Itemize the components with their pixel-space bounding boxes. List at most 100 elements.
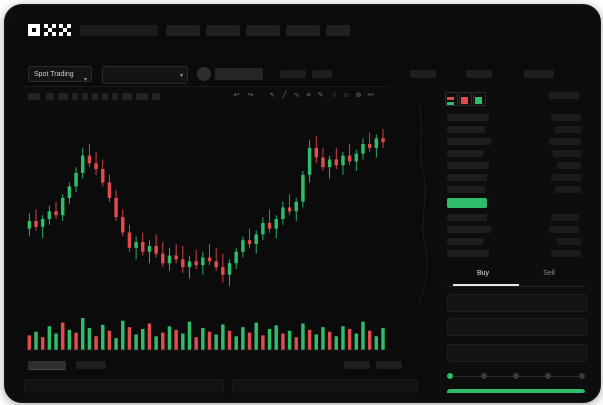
tab-active-underline [453,284,519,286]
candlestick-chart-svg [27,128,385,287]
shapes-icon[interactable]: ○ [332,92,337,99]
magnet-icon[interactable]: ⚯ [367,92,374,99]
orderbook-bids-icon[interactable] [473,92,486,106]
pair-name-label [215,68,263,80]
tab-sell[interactable]: Sell [543,270,555,277]
volume-chart-svg [24,318,391,351]
interval-4h[interactable] [92,93,98,100]
slider-dot-0[interactable] [447,373,453,379]
chart-toolbar: ↩ ↪ ↖ ╱ ∿ ≡ ✎ ○ ☺ ⊕ ⚯ [24,86,391,106]
stat-last-price [280,70,306,78]
slider-dot-50[interactable] [513,373,519,379]
nav-buy-crypto[interactable] [166,25,200,36]
panel-open-orders[interactable] [24,379,224,393]
orderbook-both-glyph [447,97,454,105]
orderbook-bid-amount [549,226,579,233]
orderbook-bids-glyph [475,97,482,104]
slider-dot-25[interactable] [481,373,487,379]
interval-more[interactable] [122,93,132,100]
buy-sell-tabs: Buy Sell [447,268,585,287]
price-field[interactable] [447,294,587,312]
orderbook-ask-price[interactable] [447,186,485,193]
buy-submit-button[interactable] [447,389,585,393]
interval-5m[interactable] [58,93,68,100]
chart-bottom-tabbar [24,358,402,374]
device-screen: Spot Trading ▾ ▾ [14,14,591,393]
okx-logo[interactable] [28,23,72,37]
tab-buy[interactable]: Buy [476,270,490,277]
trading-mode-selector[interactable]: Spot Trading ▾ [28,66,92,83]
tablet-device-frame: Spot Trading ▾ ▾ [4,4,601,403]
undo-icon[interactable]: ↩ [233,92,240,99]
interval-1w[interactable] [112,93,118,100]
orderbook-bid-amount [551,250,581,257]
stat-24h-low [466,70,492,78]
orderbook-ask-price[interactable] [447,114,489,121]
orderbook-ask-amount [555,126,581,133]
wave-icon[interactable]: ∿ [293,92,300,99]
coin-avatar-icon [197,67,211,81]
slider-dot-75[interactable] [545,373,551,379]
interval-1h[interactable] [82,93,88,100]
total-field[interactable] [447,344,587,362]
nav-trade[interactable] [246,25,280,36]
nav-search[interactable] [80,25,158,36]
orderbook-trade-panel: Buy Sell [439,86,591,393]
orderbook-ask-amount [555,186,581,193]
stat-24h-high [410,70,436,78]
stat-24h-change [312,70,332,78]
okx-logo-icon [28,24,71,36]
tab-info[interactable] [344,361,370,369]
orderbook-asks-icon[interactable] [459,92,472,106]
orderbook-both-icon[interactable] [445,92,458,106]
nav-derivatives[interactable] [286,25,320,36]
orderbook-ask-amount [557,162,581,169]
brush-icon[interactable]: ✎ [317,92,324,99]
orderbook-bid-price[interactable] [447,226,491,233]
emoji-icon[interactable]: ☺ [342,92,351,99]
chevron-down-icon: ▾ [83,77,87,83]
tab-fullscreen[interactable] [376,361,402,369]
orderbook-ask-price[interactable] [447,138,491,145]
orderbook-bid-price[interactable] [447,238,483,245]
orderbook-header [549,92,579,99]
orderbook-asks-glyph [461,97,468,104]
pair-toolbar: Spot Trading ▾ ▾ [14,48,591,84]
orderbook-ask-amount [551,114,581,121]
fib-icon[interactable]: ≡ [306,92,311,99]
slider-dot-100[interactable] [579,373,585,379]
orderbook-bid-amount [551,214,579,221]
interval-1d[interactable] [102,93,108,100]
cursor-icon[interactable]: ↖ [269,92,276,99]
compare-button[interactable] [152,93,160,100]
top-navigation-bar [14,14,591,46]
interval-time[interactable] [28,93,40,100]
trading-mode-label: Spot Trading [34,71,74,78]
nav-more[interactable] [326,25,350,36]
interval-15m[interactable] [72,93,78,100]
orderbook-ask-price[interactable] [447,174,487,181]
measure-icon[interactable]: ⊕ [355,92,362,99]
orderbook-ask-price[interactable] [447,150,483,157]
orderbook-ask-price[interactable] [447,126,485,133]
indicator-button[interactable] [136,93,148,100]
tab-chart[interactable] [28,361,66,370]
tab-depth[interactable] [76,361,106,369]
trendline-icon[interactable]: ╱ [282,92,287,99]
candlestick-chart[interactable] [24,105,391,311]
orderbook-bid-amount [557,238,581,245]
orderbook-ask-price[interactable] [447,162,489,169]
orderbook-bid-price[interactable] [447,214,487,221]
orderbook-bid-price[interactable] [447,250,489,257]
panel-order-history[interactable] [232,379,418,393]
chevron-down-icon: ▾ [179,73,183,79]
orderbook-ask-amount [549,138,581,145]
orderbook-view-switch [445,92,505,106]
interval-1m[interactable] [46,93,54,100]
pair-search-input[interactable]: ▾ [102,66,188,84]
redo-icon[interactable]: ↪ [247,92,254,99]
orderbook-ask-amount [551,174,581,181]
amount-field[interactable] [447,318,587,336]
nav-markets[interactable] [206,25,240,36]
